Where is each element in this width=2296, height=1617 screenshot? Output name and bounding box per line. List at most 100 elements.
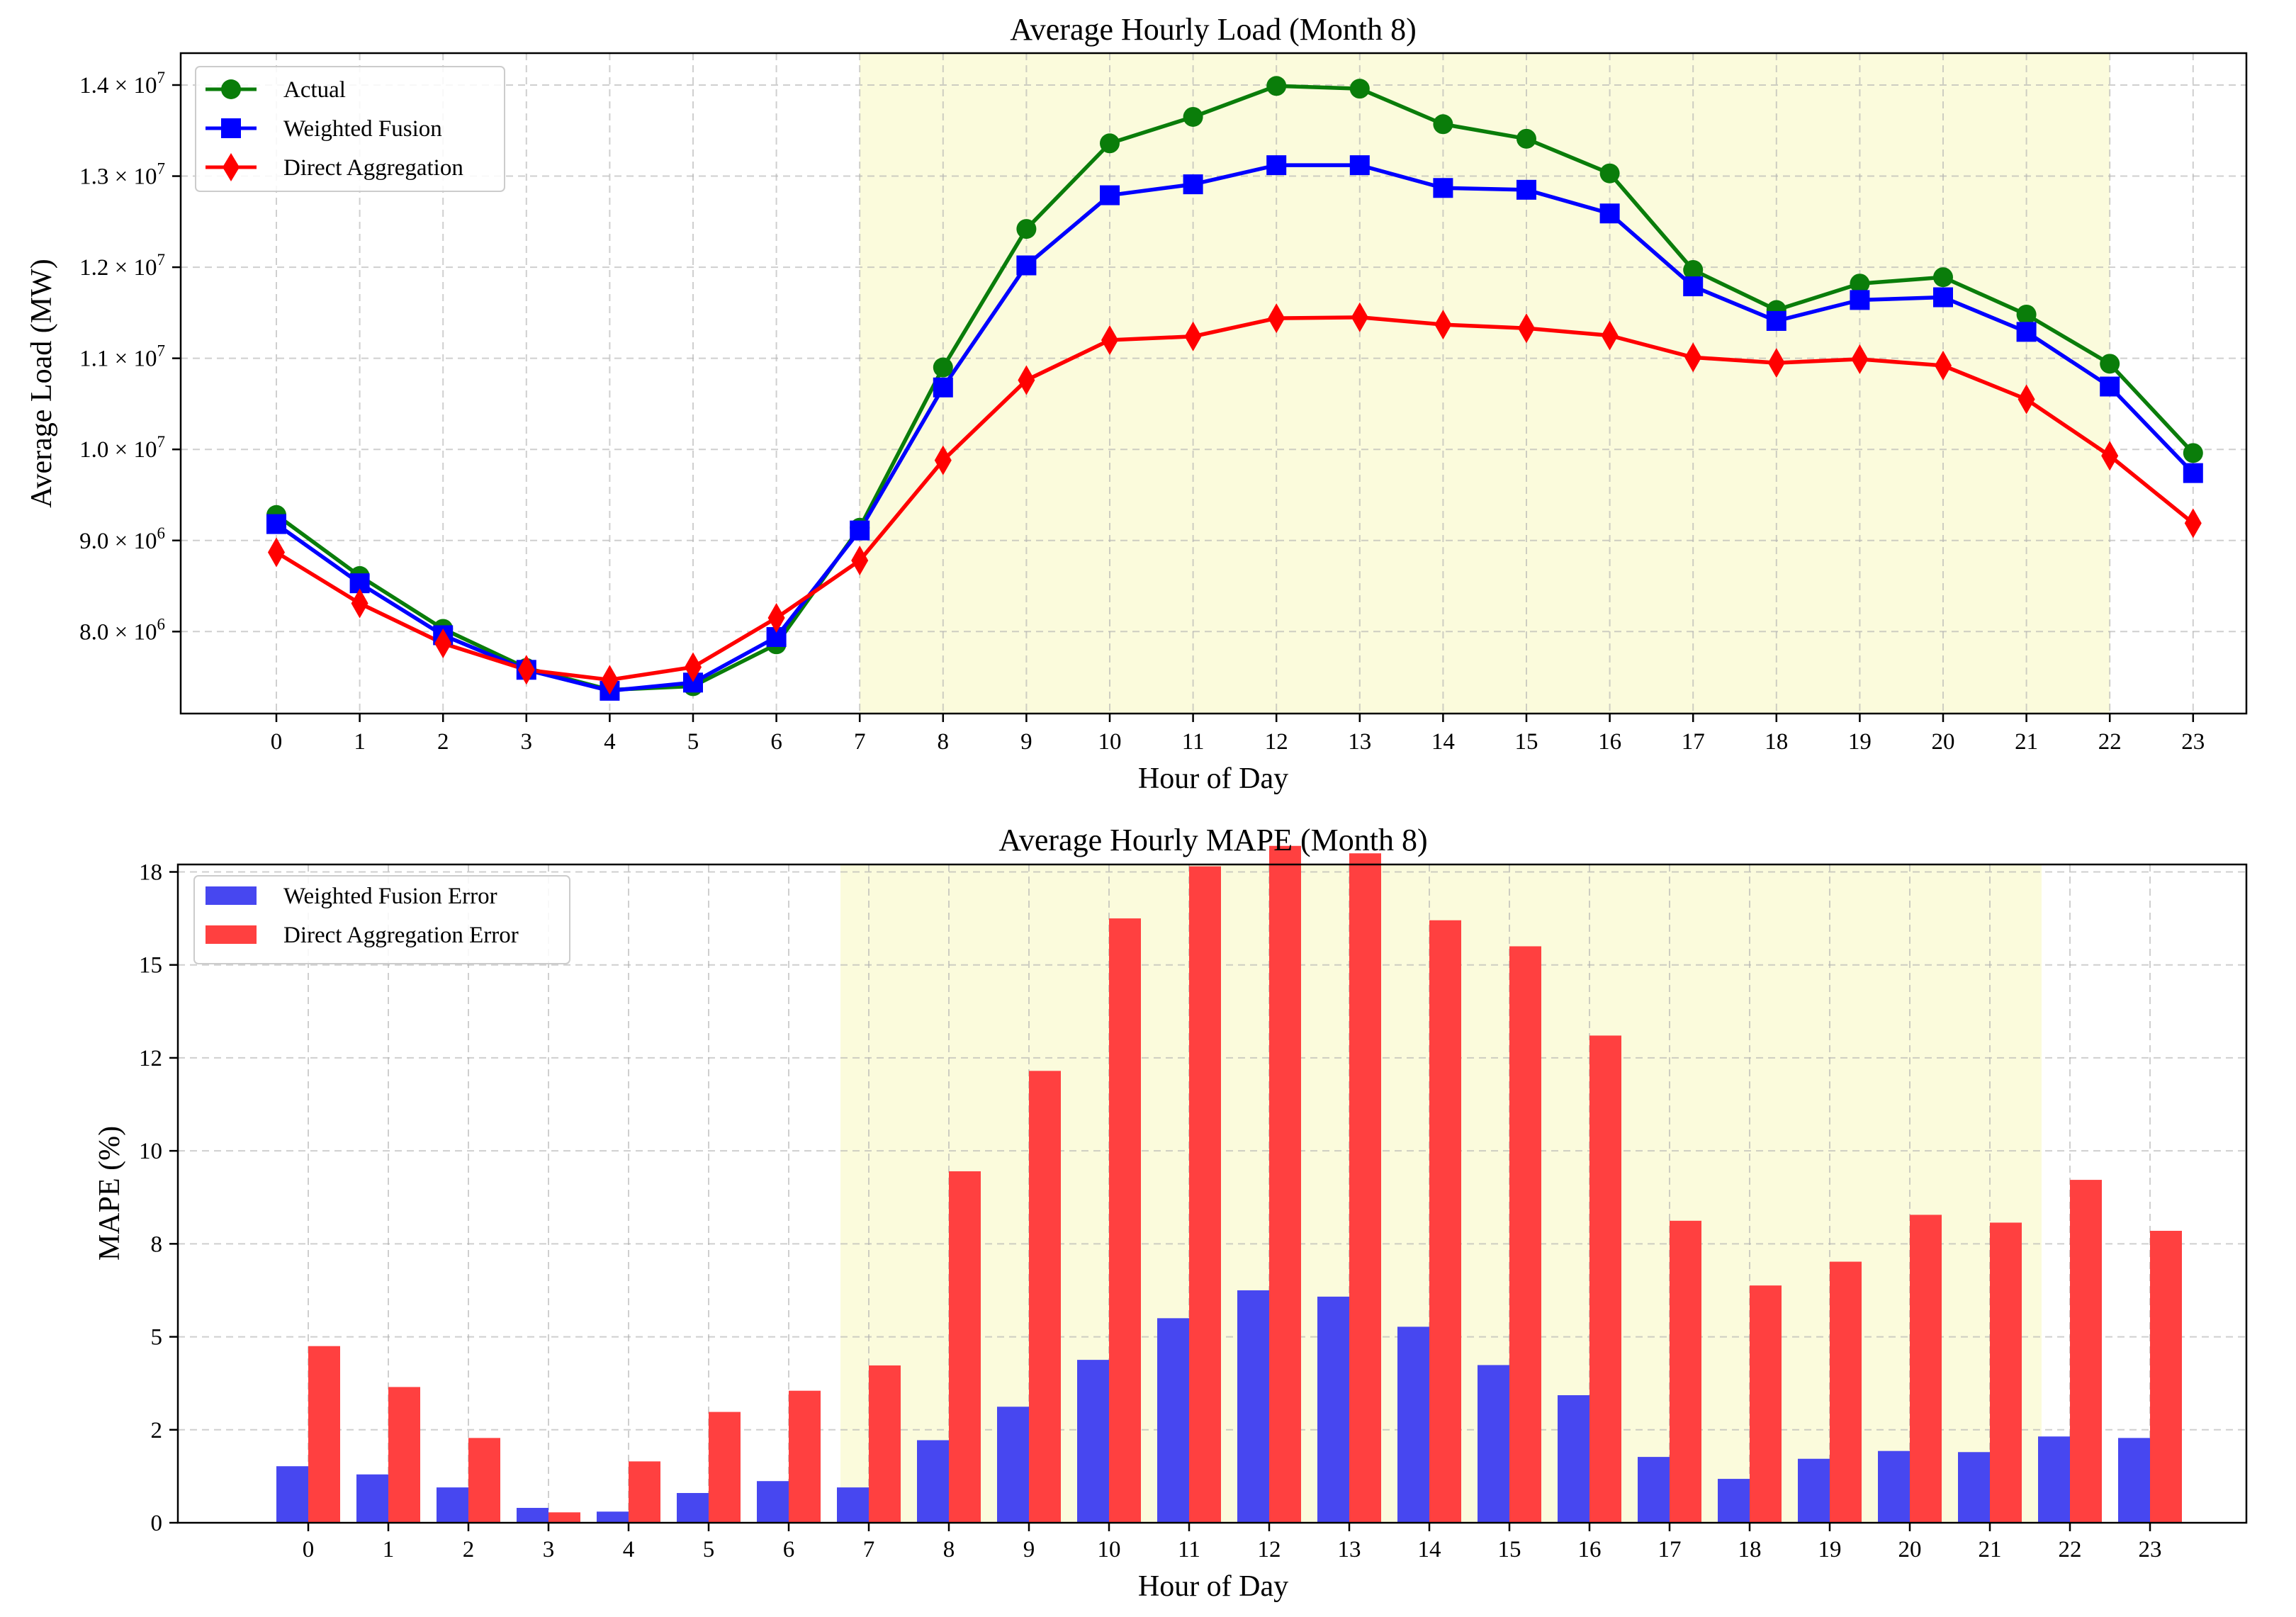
load-xtick-label-1: 1: [354, 729, 366, 755]
mape-ytick-label-17.5: 18: [139, 860, 162, 885]
marker-weighted-fusion-16: [1599, 203, 1620, 224]
bar-direct-aggregation-error-22: [2070, 1180, 2102, 1523]
load-xtick-label-10: 10: [1098, 729, 1122, 755]
load-ytick-label-10000000: 1.0 × 107: [79, 433, 165, 463]
mape-ytick-label-5: 5: [151, 1325, 163, 1351]
marker-weighted-fusion-0: [266, 514, 286, 534]
legend-swatch-weighted-fusion-error: [206, 886, 257, 905]
bar-weighted-fusion-error-17: [1638, 1457, 1670, 1523]
load-axes-frame: [179, 52, 2248, 715]
bar-weighted-fusion-error-7: [837, 1487, 869, 1523]
load-y-ticks: 8.0 × 106 9.0 × 106 1.0 × 107 1.1 × 107 1.2 …: [79, 69, 181, 645]
bar-direct-aggregation-error-9: [1029, 1071, 1061, 1523]
mape-xtick-label-6: 6: [783, 1537, 795, 1562]
bar-weighted-fusion-error-4: [597, 1511, 629, 1523]
bar-direct-aggregation-error-3: [548, 1512, 580, 1523]
bar-weighted-fusion-error-11: [1157, 1318, 1189, 1523]
bar-weighted-fusion-error-23: [2118, 1438, 2150, 1523]
mape-chart-title: Average Hourly MAPE (Month 8): [998, 823, 1427, 857]
marker-direct-aggregation-1: [351, 588, 368, 619]
marker-weighted-fusion-21: [2016, 322, 2037, 342]
marker-actual-19: [1850, 274, 1870, 294]
marker-weighted-fusion-14: [1433, 178, 1453, 198]
marker-direct-aggregation-8: [934, 445, 952, 475]
legend-item-direct-aggregation: Direct Aggregation: [206, 153, 463, 181]
mape-xtick-label-5: 5: [703, 1537, 715, 1562]
bar-weighted-fusion-error-22: [2038, 1436, 2070, 1523]
mape-xtick-label-17: 17: [1658, 1537, 1682, 1562]
marker-weighted-fusion-8: [933, 377, 953, 398]
bar-direct-aggregation-error-16: [1589, 1035, 1621, 1523]
legend-item-weighted-fusion-error: Weighted Fusion Error: [206, 884, 497, 909]
mape-ytick-label-0: 0: [151, 1511, 163, 1536]
mape-xtick-label-19: 19: [1818, 1537, 1842, 1562]
marker-direct-aggregation-12: [1268, 303, 1285, 334]
load-xtick-label-9: 9: [1020, 729, 1032, 755]
load-ytick-label-12000000: 1.2 × 107: [79, 251, 165, 281]
marker-actual-12: [1266, 76, 1287, 96]
mape-xtick-label-1: 1: [383, 1537, 395, 1562]
mape-y-axis-label: MAPE (%): [94, 1126, 126, 1261]
marker-weighted-fusion-12: [1266, 155, 1287, 176]
bar-weighted-fusion-error-12: [1237, 1290, 1269, 1523]
marker-direct-aggregation-23: [2184, 508, 2202, 539]
mape-ytick-label-7.5: 8: [151, 1232, 163, 1257]
bar-weighted-fusion-error-14: [1397, 1326, 1429, 1523]
bar-direct-aggregation-error-19: [1830, 1261, 1862, 1523]
load-xtick-label-23: 23: [2181, 729, 2205, 755]
load-xtick-label-11: 11: [1182, 729, 1205, 755]
marker-weighted-fusion-17: [1683, 276, 1704, 297]
bar-direct-aggregation-error-10: [1109, 918, 1141, 1523]
bar-direct-aggregation-error-18: [1750, 1285, 1782, 1523]
mape-bars: [276, 845, 2182, 1523]
mape-xtick-label-15: 15: [1498, 1537, 1521, 1562]
bar-weighted-fusion-error-2: [437, 1487, 468, 1523]
load-xtick-label-0: 0: [271, 729, 283, 755]
load-xtick-label-12: 12: [1265, 729, 1288, 755]
mape-xtick-label-23: 23: [2139, 1537, 2162, 1562]
marker-direct-aggregation-10: [1101, 325, 1118, 355]
marker-direct-aggregation-20: [1935, 350, 1952, 381]
marker-weighted-fusion-7: [850, 520, 870, 541]
marker-weighted-fusion-15: [1516, 179, 1536, 200]
bar-weighted-fusion-error-0: [276, 1466, 308, 1523]
marker-actual-16: [1599, 163, 1620, 184]
load-x-axis-label: Hour of Day: [1138, 762, 1288, 795]
bar-weighted-fusion-error-6: [757, 1481, 789, 1523]
mape-xtick-label-9: 9: [1023, 1537, 1035, 1562]
load-xtick-label-13: 13: [1348, 729, 1371, 755]
load-line-chart: 0 1 2 3 4 5 6 7 8 9 10 11 12 13 14 15 16 17 18 19 20 21 22 23 8…: [26, 12, 2248, 795]
load-xtick-label-6: 6: [770, 729, 782, 755]
marker-direct-aggregation-3: [517, 655, 535, 685]
mape-ytick-label-12.5: 12: [139, 1046, 162, 1071]
bar-direct-aggregation-error-8: [949, 1171, 981, 1523]
marker-direct-aggregation-21: [2018, 384, 2035, 415]
load-chart-title: Average Hourly Load (Month 8): [1010, 12, 1416, 47]
bar-weighted-fusion-error-3: [517, 1508, 548, 1523]
mape-xtick-label-3: 3: [543, 1537, 555, 1562]
load-xtick-label-19: 19: [1848, 729, 1872, 755]
load-xtick-label-14: 14: [1431, 729, 1455, 755]
bar-direct-aggregation-error-12: [1269, 845, 1301, 1523]
legend-item-weighted-fusion: Weighted Fusion: [206, 116, 442, 142]
load-xtick-label-4: 4: [604, 729, 616, 755]
load-xtick-label-2: 2: [437, 729, 449, 755]
mape-xtick-label-21: 21: [1979, 1537, 2002, 1562]
mape-xtick-label-7: 7: [863, 1537, 875, 1562]
bar-direct-aggregation-error-11: [1189, 866, 1221, 1523]
bar-direct-aggregation-error-23: [2150, 1230, 2182, 1523]
bar-direct-aggregation-error-2: [468, 1438, 500, 1523]
load-legend: Actual Weighted Fusion Direct Aggregatio…: [195, 66, 505, 192]
marker-direct-aggregation-7: [851, 546, 869, 576]
mape-ytick-label-2.5: 2: [151, 1418, 163, 1443]
load-highlight-region: [860, 53, 2110, 714]
load-xtick-label-21: 21: [2015, 729, 2038, 755]
load-legend-box: [195, 66, 505, 192]
mape-legend-box: [193, 875, 570, 964]
bar-direct-aggregation-error-15: [1509, 946, 1541, 1523]
bar-weighted-fusion-error-5: [677, 1493, 709, 1523]
marker-actual-10: [1100, 133, 1120, 154]
marker-actual-8: [933, 357, 953, 378]
load-ytick-label-9000000: 9.0 × 106: [79, 524, 165, 554]
load-ytick-label-14000000: 1.4 × 107: [79, 69, 165, 98]
